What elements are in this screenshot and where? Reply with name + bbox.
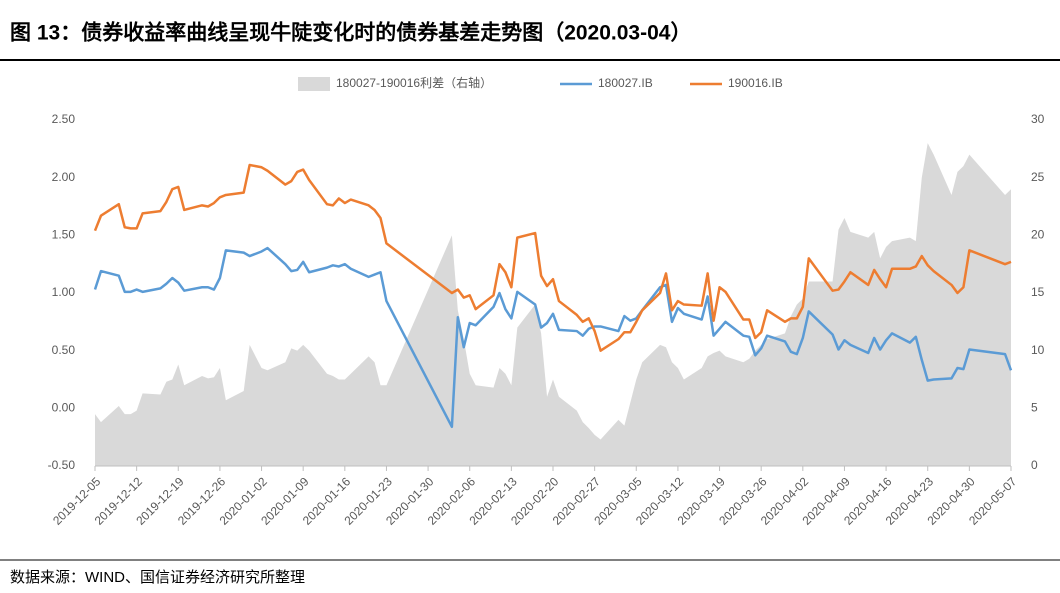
y-tick-label: 0.50 <box>52 343 76 357</box>
source-note: 数据来源：WIND、国信证券经济研究所整理 <box>10 569 305 586</box>
y-tick-label: 2.50 <box>52 112 76 126</box>
chart-title: 图 13：债券收益率曲线呈现牛陡变化时的债券基差走势图（2020.03-04） <box>10 21 691 45</box>
series-line <box>93 163 1012 352</box>
series-line <box>93 246 1013 429</box>
y2-tick-label: 5 <box>1031 401 1038 415</box>
y2-tick-label: 30 <box>1031 112 1045 126</box>
legend-swatch <box>298 77 330 91</box>
y2-tick-label: 25 <box>1031 170 1045 184</box>
y2-tick-label: 10 <box>1031 343 1045 357</box>
y2-tick-label: 20 <box>1031 228 1045 242</box>
y-tick-label: 1.50 <box>52 228 76 242</box>
legend-label: 190016.IB <box>728 76 783 90</box>
spread-area <box>95 143 1011 467</box>
y-tick-label: 1.00 <box>52 285 76 299</box>
legend-label: 180027.IB <box>598 76 653 90</box>
y2-tick-label: 15 <box>1031 285 1045 299</box>
y-tick-label: -0.50 <box>48 458 76 472</box>
y-tick-label: 0.00 <box>52 401 76 415</box>
y2-tick-label: 0 <box>1031 458 1038 472</box>
y-tick-label: 2.00 <box>52 170 76 184</box>
legend-label: 180027-190016利差（右轴） <box>336 75 492 90</box>
